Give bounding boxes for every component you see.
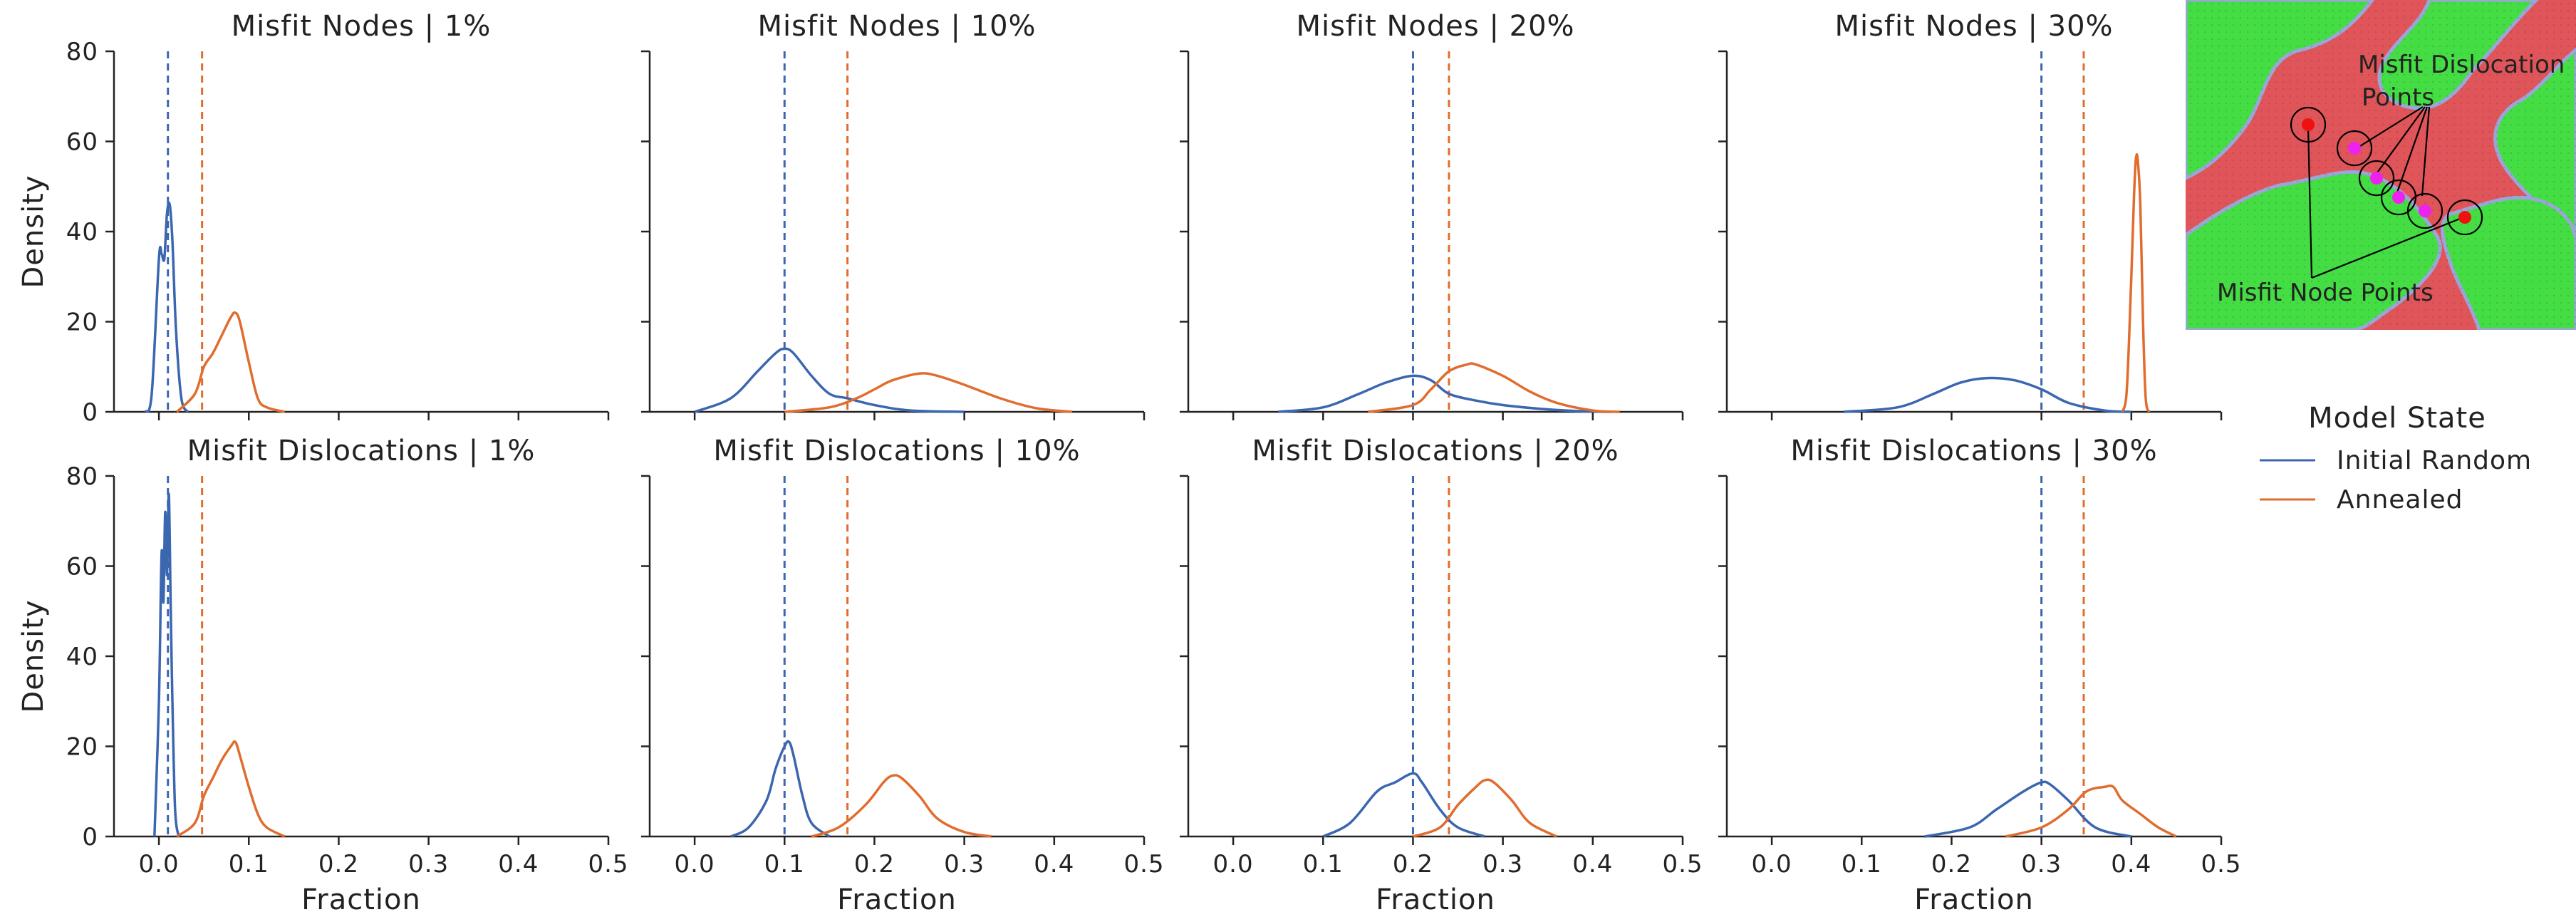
legend: Model State Initial Random Annealed [2260,402,2532,514]
x-tick-label: 0.4 [498,850,539,879]
density-curve-annealed [811,774,992,838]
misfit-dislocation-marker [2419,204,2431,217]
x-tick-label: 0.2 [318,850,359,879]
x-tick-label: 0.5 [588,850,628,879]
x-tick-label: 0.5 [2201,850,2241,879]
panel-title: Misfit Nodes | 20% [1296,10,1574,43]
density-curve-annealed [176,740,286,838]
x-tick-label: 0.5 [1662,850,1703,879]
x-tick-label: 0.1 [229,850,269,879]
legend-label-annealed: Annealed [2337,485,2463,514]
inset-lattice-texture [2186,0,2576,330]
inset-label-dislocation-line1: Misfit Dislocation [2358,51,2565,79]
y-tick-label: 80 [66,462,98,491]
x-tick-label: 0.1 [764,850,805,879]
misfit-dislocation-marker [2348,142,2361,155]
inset-image: Misfit Dislocation Points Misfit Node Po… [2186,0,2576,330]
x-tick-label: 0.3 [2021,850,2062,879]
panel-title: Misfit Nodes | 30% [1834,10,2113,43]
inset-label-node: Misfit Node Points [2217,279,2434,307]
x-axis-label: Fraction [837,884,957,916]
density-curve-initial [1278,374,1611,413]
y-tick-label: 40 [66,643,98,671]
density-curve-initial [694,347,965,413]
misfit-node-marker [2302,118,2315,131]
misfit-dislocation-marker [2392,191,2405,204]
density-curve-initial [1322,772,1485,838]
panel: Misfit Nodes | 30% [1718,10,2223,420]
panel-title: Misfit Nodes | 10% [757,10,1036,43]
inset-marker-dots [2302,118,2471,224]
y-tick-label: 0 [82,823,98,851]
inset-marker-circles [2290,106,2483,236]
panel: Misfit Dislocations | 1% 0 20 40 60 80 0.0 0.1 0… [17,435,628,916]
x-tick-label: 0.0 [1213,850,1254,879]
y-tick-label: 0 [82,398,98,427]
x-tick-label: 0.4 [1034,850,1074,879]
density-curve-initial [1843,376,2131,413]
density-curve-annealed [784,372,1073,413]
panel-title: Misfit Nodes | 1% [232,10,492,43]
panel-title: Misfit Dislocations | 10% [713,435,1080,467]
density-curve-initial [1924,780,2132,838]
panel: Misfit Dislocations | 20% 0.0 0.1 0.2 0.3 0.4… [1180,435,1703,916]
panel-title: Misfit Dislocations | 1% [187,435,536,467]
panel-title: Misfit Dislocations | 20% [1252,435,1619,467]
x-tick-label: 0.0 [1752,850,1792,879]
x-tick-label: 0.3 [408,850,449,879]
x-tick-label: 0.0 [675,850,715,879]
panel: Misfit Nodes | 20% [1180,10,1684,420]
y-tick-label: 60 [66,553,98,581]
misfit-node-marker [2458,211,2471,224]
x-tick-label: 0.0 [139,850,180,879]
x-tick-label: 0.1 [1842,850,1882,879]
y-tick-label: 60 [66,128,98,157]
y-axis-label: Density [17,599,50,713]
x-axis-label: Fraction [301,884,421,916]
y-tick-label: 40 [66,218,98,247]
panel: Misfit Nodes | 1% 0 20 40 60 80 Density [17,10,610,427]
x-tick-label: 0.5 [1123,850,1164,879]
y-tick-label: 20 [66,309,98,337]
y-tick-label: 80 [66,38,98,66]
x-tick-label: 0.3 [944,850,985,879]
x-tick-label: 0.2 [1931,850,1972,879]
x-tick-label: 0.1 [1303,850,1344,879]
density-curve-annealed [2005,784,2177,838]
density-curve-annealed [1412,778,1558,838]
panel: Misfit Dislocations | 30% 0.0 0.1 0.2 0.3 0.4… [1718,435,2241,916]
panel: Misfit Dislocations | 10% 0.0 0.1 0.2 0.3 0.4… [641,435,1164,916]
y-tick-label: 20 [66,733,98,762]
inset-label-dislocation-line2: Points [2362,83,2434,112]
density-curve-initial [153,492,180,837]
x-tick-label: 0.4 [2111,850,2151,879]
legend-title: Model State [2308,402,2486,435]
misfit-dislocation-marker [2370,172,2383,185]
x-tick-label: 0.4 [1572,850,1613,879]
legend-label-initial: Initial Random [2337,446,2532,475]
panel: Misfit Nodes | 10% [641,10,1146,420]
density-curve-annealed [2121,152,2151,413]
x-tick-label: 0.2 [1393,850,1433,879]
density-curve-initial [729,740,831,838]
density-curve-annealed [1368,362,1620,413]
x-tick-label: 0.3 [1482,850,1523,879]
x-tick-label: 0.2 [854,850,895,879]
density-curve-initial [144,201,189,413]
panels: Misfit Nodes | 1%020406080DensityMisfit … [17,10,2241,916]
x-axis-label: Fraction [1376,884,1495,916]
x-axis-label: Fraction [1914,884,2034,916]
density-curve-annealed [176,311,286,413]
panel-title: Misfit Dislocations | 30% [1790,435,2157,467]
y-axis-label: Density [17,175,50,288]
